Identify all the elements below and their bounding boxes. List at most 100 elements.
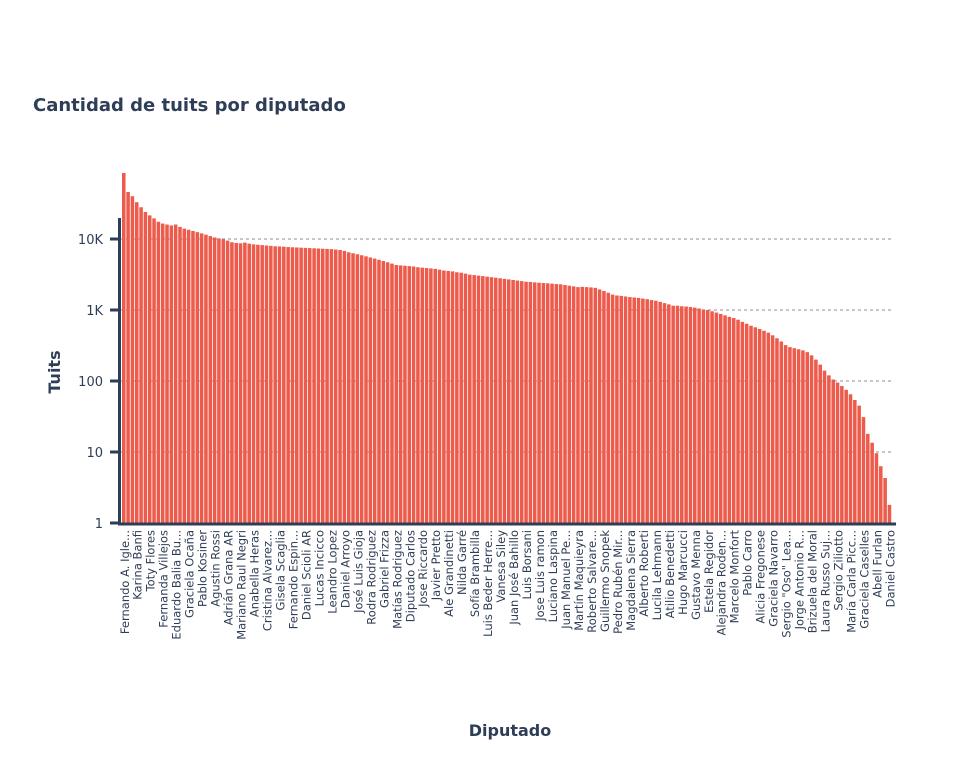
bar[interactable] xyxy=(459,272,463,523)
bar[interactable] xyxy=(221,239,226,523)
bar[interactable] xyxy=(273,246,277,523)
bar[interactable] xyxy=(165,224,169,523)
bar[interactable] xyxy=(571,286,576,523)
bar[interactable] xyxy=(247,243,251,523)
bar[interactable] xyxy=(169,225,174,523)
bar[interactable] xyxy=(874,453,879,523)
bar[interactable] xyxy=(545,283,550,523)
bar[interactable] xyxy=(212,237,217,524)
bar[interactable] xyxy=(848,394,853,523)
bar[interactable] xyxy=(887,504,892,523)
bar[interactable] xyxy=(762,330,766,523)
bar[interactable] xyxy=(861,417,866,523)
bar[interactable] xyxy=(589,287,593,523)
bar[interactable] xyxy=(580,286,585,523)
bar[interactable] xyxy=(481,276,485,523)
bar[interactable] xyxy=(282,246,286,523)
bar[interactable] xyxy=(563,284,567,523)
bar[interactable] xyxy=(450,271,455,523)
bar[interactable] xyxy=(814,359,818,523)
bar[interactable] xyxy=(749,325,753,523)
bar[interactable] xyxy=(312,248,316,523)
bar[interactable] xyxy=(186,229,191,523)
bar[interactable] xyxy=(342,250,347,524)
bar[interactable] xyxy=(731,318,736,523)
bar[interactable] xyxy=(147,215,152,524)
bar[interactable] xyxy=(134,202,139,523)
bar[interactable] xyxy=(788,347,792,523)
bar[interactable] xyxy=(394,265,399,523)
bar[interactable] xyxy=(775,338,779,523)
bar[interactable] xyxy=(532,282,537,523)
bar[interactable] xyxy=(407,266,412,523)
bar[interactable] xyxy=(489,277,494,523)
bar[interactable] xyxy=(619,295,623,523)
bar[interactable] xyxy=(308,248,312,523)
bar[interactable] xyxy=(770,335,775,523)
bar[interactable] xyxy=(368,257,373,523)
bar[interactable] xyxy=(723,315,727,523)
bar[interactable] xyxy=(809,355,814,523)
bar[interactable] xyxy=(320,248,325,523)
bar[interactable] xyxy=(442,270,446,523)
bar[interactable] xyxy=(502,278,507,523)
bar[interactable] xyxy=(705,310,710,523)
bar[interactable] xyxy=(364,256,368,523)
bar[interactable] xyxy=(411,266,416,523)
bar[interactable] xyxy=(554,284,559,523)
bar[interactable] xyxy=(528,281,533,523)
bar[interactable] xyxy=(576,287,580,523)
bar[interactable] xyxy=(385,262,390,523)
bar[interactable] xyxy=(494,277,498,523)
bar[interactable] xyxy=(381,260,386,523)
bar[interactable] xyxy=(290,247,295,523)
bar[interactable] xyxy=(701,309,706,523)
bar[interactable] xyxy=(662,303,667,523)
bar[interactable] xyxy=(879,466,883,523)
bar[interactable] xyxy=(718,313,723,523)
bar[interactable] xyxy=(519,281,524,523)
bar[interactable] xyxy=(688,307,693,523)
bar[interactable] xyxy=(329,249,334,523)
bar[interactable] xyxy=(230,242,234,523)
bar[interactable] xyxy=(225,240,230,524)
bar[interactable] xyxy=(338,249,342,523)
bar[interactable] xyxy=(714,312,719,523)
bar[interactable] xyxy=(403,265,407,523)
bar[interactable] xyxy=(143,212,148,523)
bar[interactable] xyxy=(139,207,143,524)
bar[interactable] xyxy=(524,281,528,523)
bar[interactable] xyxy=(264,245,269,523)
bar[interactable] xyxy=(316,248,321,523)
bar[interactable] xyxy=(870,442,874,523)
bar[interactable] xyxy=(792,348,797,523)
bar[interactable] xyxy=(359,255,364,523)
bar[interactable] xyxy=(840,386,844,523)
bar[interactable] xyxy=(736,319,740,523)
bar[interactable] xyxy=(152,218,156,524)
bar[interactable] xyxy=(710,311,714,523)
bar[interactable] xyxy=(191,230,195,523)
bar[interactable] xyxy=(416,267,420,523)
bar[interactable] xyxy=(623,296,628,523)
bar[interactable] xyxy=(208,236,213,523)
bar[interactable] xyxy=(377,259,381,523)
bar[interactable] xyxy=(424,268,429,523)
bar[interactable] xyxy=(636,297,641,523)
bar[interactable] xyxy=(234,242,238,524)
bar[interactable] xyxy=(697,308,701,523)
bar[interactable] xyxy=(537,282,541,523)
bar[interactable] xyxy=(199,233,204,524)
bar[interactable] xyxy=(511,279,515,523)
bar[interactable] xyxy=(269,245,273,523)
bar[interactable] xyxy=(295,247,299,524)
bar[interactable] xyxy=(645,299,649,523)
bar[interactable] xyxy=(243,242,247,523)
bar[interactable] xyxy=(757,329,762,523)
bar[interactable] xyxy=(649,300,654,523)
bar[interactable] xyxy=(195,232,200,523)
bar[interactable] xyxy=(126,191,130,523)
bar[interactable] xyxy=(857,405,861,523)
bar[interactable] xyxy=(654,300,658,523)
bar[interactable] xyxy=(122,173,126,523)
